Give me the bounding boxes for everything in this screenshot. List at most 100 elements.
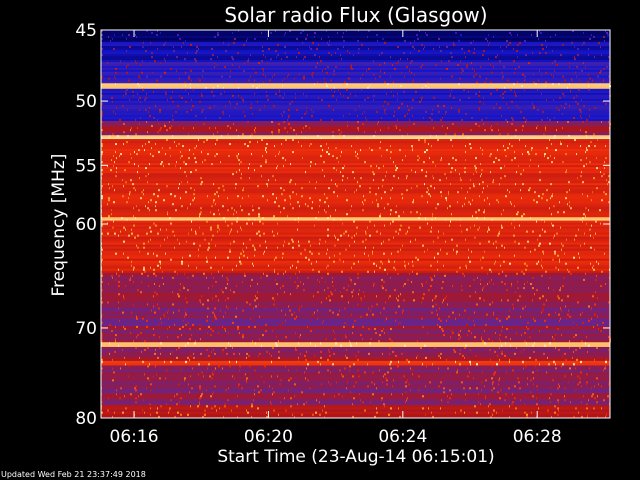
heatmap-cell <box>194 147 196 150</box>
heatmap-cell <box>465 399 466 402</box>
heatmap-cell <box>281 309 282 312</box>
heatmap-cell <box>504 175 506 178</box>
heatmap-cell <box>603 67 605 71</box>
heatmap-cell <box>329 309 331 312</box>
heatmap-cell <box>496 199 498 202</box>
heatmap-cell <box>372 171 374 174</box>
heatmap-cell <box>458 83 460 86</box>
heatmap-cell <box>492 413 493 417</box>
heatmap-cell <box>254 79 255 82</box>
heatmap-cell <box>264 104 265 108</box>
heatmap-cell <box>242 189 244 192</box>
heatmap-cell <box>558 383 559 386</box>
heatmap-cell <box>352 325 354 329</box>
heatmap-cell <box>108 77 110 80</box>
heatmap-cell <box>395 319 396 323</box>
heatmap-cell <box>170 258 172 262</box>
heatmap-cell <box>427 248 428 252</box>
heatmap-cell <box>238 159 240 162</box>
heatmap-cell <box>101 360 103 364</box>
heatmap-cell <box>259 234 261 237</box>
heatmap-cell <box>309 387 311 390</box>
heatmap-cell <box>368 47 369 51</box>
heatmap-cell <box>311 262 312 266</box>
heatmap-cell <box>503 145 504 148</box>
heatmap-cell <box>154 311 156 314</box>
heatmap-cell <box>299 270 300 274</box>
heatmap-cell <box>224 403 226 406</box>
heatmap-cell <box>158 189 160 192</box>
heatmap-cell <box>526 413 528 417</box>
heatmap-cell <box>165 60 166 63</box>
heatmap-cell <box>605 365 606 368</box>
heatmap-cell <box>307 325 308 329</box>
heatmap-cell <box>493 161 495 164</box>
heatmap-cell <box>266 90 267 94</box>
heatmap-cell <box>466 228 468 231</box>
heatmap-cell <box>505 195 507 198</box>
heatmap-cell <box>437 268 438 272</box>
heatmap-cell <box>163 43 165 47</box>
heatmap-cell <box>360 149 361 152</box>
heatmap-cell <box>233 291 235 294</box>
heatmap-cell <box>499 106 501 110</box>
heatmap-cell <box>454 350 456 354</box>
heatmap-cell <box>117 135 119 138</box>
heatmap-cell <box>395 125 397 128</box>
heatmap-cell <box>266 143 268 146</box>
heatmap-cell <box>581 69 583 73</box>
heatmap-cell <box>259 338 260 341</box>
heatmap-cell <box>520 189 521 192</box>
heatmap-cell <box>340 92 341 96</box>
heatmap-row <box>101 315 610 319</box>
heatmap-cell <box>172 135 173 138</box>
heatmap-cell <box>365 230 366 233</box>
heatmap-cell <box>551 222 552 225</box>
heatmap-cell <box>406 66 408 69</box>
heatmap-cell <box>199 401 200 404</box>
heatmap-cell <box>303 75 305 78</box>
heatmap-cell <box>284 33 285 37</box>
heatmap-cell <box>279 151 280 154</box>
heatmap-cell <box>278 356 280 360</box>
heatmap-cell <box>360 399 361 402</box>
heatmap-cell <box>358 30 359 33</box>
heatmap-cell <box>559 201 560 204</box>
heatmap-cell <box>347 125 348 128</box>
heatmap-cell <box>252 85 254 88</box>
heatmap-cell <box>173 50 175 53</box>
heatmap-cell <box>297 403 298 406</box>
heatmap-cell <box>573 321 574 325</box>
heatmap-cell <box>424 139 426 142</box>
heatmap-cell <box>568 309 569 312</box>
heatmap-cell <box>295 183 296 186</box>
heatmap-cell <box>524 79 525 82</box>
heatmap-cell <box>306 367 307 370</box>
heatmap-cell <box>606 179 607 182</box>
heatmap-cell <box>385 377 387 380</box>
heatmap-cell <box>557 413 559 417</box>
heatmap-cell <box>258 303 259 306</box>
heatmap-cell <box>309 145 310 148</box>
heatmap-cell <box>373 262 375 266</box>
heatmap-cell <box>365 116 366 120</box>
frequency-band <box>101 217 610 221</box>
heatmap-cell <box>123 297 125 300</box>
heatmap-cell <box>464 203 465 206</box>
heatmap-cell <box>330 79 332 82</box>
heatmap-cell <box>427 222 428 225</box>
heatmap-cell <box>304 248 306 252</box>
heatmap-cell <box>589 161 591 164</box>
heatmap-cell <box>489 203 490 206</box>
heatmap-cell <box>124 395 125 398</box>
heatmap-cell <box>380 129 381 132</box>
heatmap-cell <box>357 276 359 280</box>
heatmap-cell <box>331 54 332 57</box>
heatmap-cell <box>516 346 517 350</box>
heatmap-cell <box>149 226 151 229</box>
heatmap-cell <box>142 145 143 148</box>
heatmap-cell <box>558 108 560 112</box>
heatmap-cell <box>434 297 436 300</box>
heatmap-cell <box>333 352 335 356</box>
heatmap-cell <box>576 153 577 156</box>
